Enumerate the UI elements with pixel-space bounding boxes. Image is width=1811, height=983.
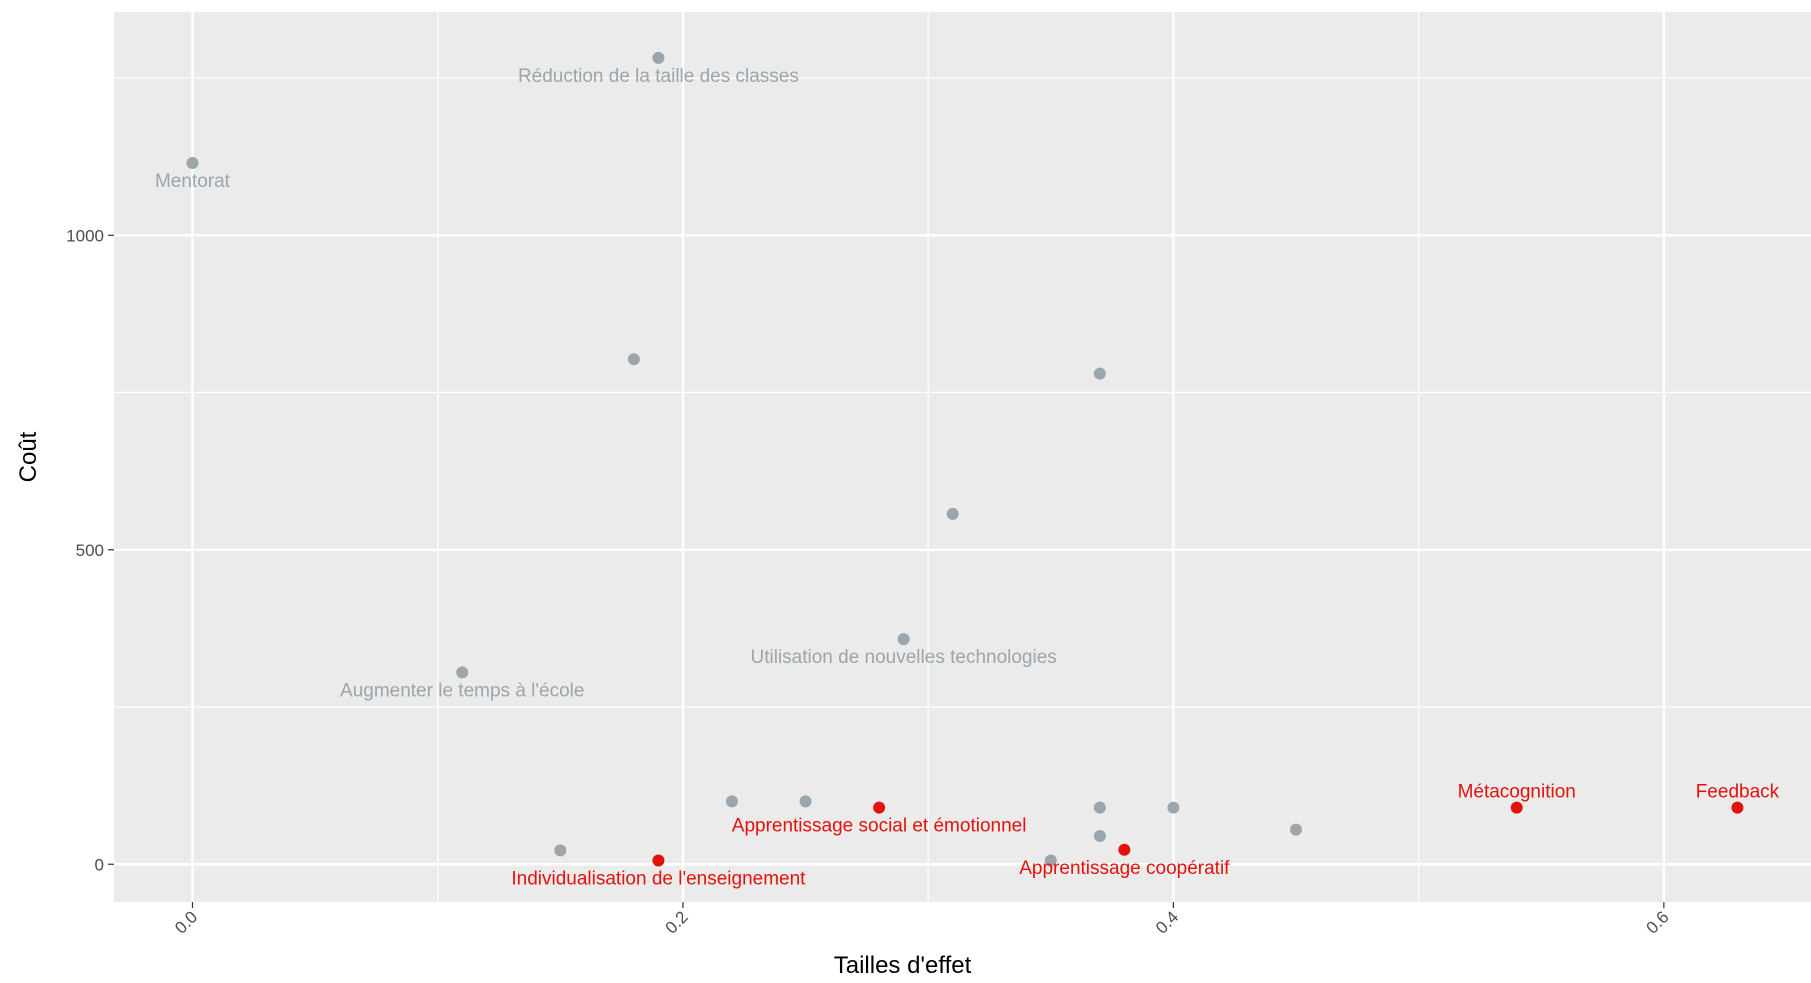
point-label: Feedback	[1696, 782, 1780, 803]
highlighted-point	[1118, 843, 1131, 856]
y-tick-label: 500	[76, 541, 104, 560]
point-labels: Mentorat Réduction de la taille des class…	[155, 66, 1780, 890]
data-point	[1044, 854, 1057, 867]
x-tick-label: 0.4	[1152, 907, 1182, 937]
highlighted-point	[1510, 801, 1523, 814]
data-point	[1093, 367, 1106, 380]
x-tick-label: 0.6	[1643, 907, 1673, 937]
point-label: Réduction de la taille des classes	[518, 66, 799, 87]
data-points	[186, 51, 1744, 867]
data-point	[554, 844, 567, 857]
y-axis-title: Coût	[15, 431, 42, 482]
point-label: Apprentissage social et émotionnel	[732, 816, 1027, 837]
y-tick-label: 1000	[66, 226, 104, 245]
highlighted-point	[1731, 801, 1744, 814]
point-label: Individualisation de l'enseignement	[511, 868, 806, 889]
data-point	[186, 156, 199, 169]
data-point	[1167, 801, 1180, 814]
x-tick-label: 0.2	[662, 907, 692, 937]
minor-gridlines	[114, 12, 1811, 902]
x-axis-title: Tailles d'effet	[834, 952, 972, 979]
point-label: Apprentissage coopératif	[1019, 858, 1230, 879]
x-tick-label: 0.0	[171, 907, 201, 937]
data-point	[1290, 823, 1303, 836]
data-point	[897, 633, 910, 646]
point-label: Mentorat	[155, 171, 231, 192]
point-label: Augmenter le temps à l'école	[340, 680, 584, 701]
y-tick-label: 0	[95, 855, 104, 874]
data-point	[946, 507, 959, 520]
data-point	[627, 353, 640, 366]
plot-panel	[114, 12, 1811, 902]
data-point	[1093, 801, 1106, 814]
point-label: Métacognition	[1458, 782, 1576, 803]
highlighted-point	[873, 801, 886, 814]
data-point	[799, 795, 812, 808]
data-point	[456, 666, 469, 679]
data-point	[1093, 829, 1106, 842]
data-point	[725, 795, 738, 808]
highlighted-point	[652, 854, 665, 867]
data-point	[652, 51, 665, 64]
axis-ticks	[108, 234, 1665, 908]
point-label: Utilisation de nouvelles technologies	[750, 647, 1056, 668]
